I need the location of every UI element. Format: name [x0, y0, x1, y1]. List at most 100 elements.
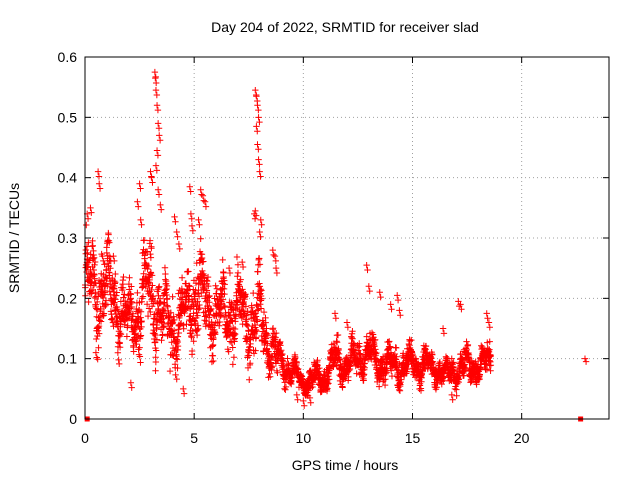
data-point [299, 376, 307, 383]
data-point [188, 347, 196, 355]
data-point [387, 367, 395, 374]
data-point [154, 316, 161, 324]
spike-point [174, 233, 181, 240]
data-point [257, 286, 264, 293]
data-point [241, 311, 249, 319]
data-point [453, 392, 460, 399]
data-point [387, 343, 394, 350]
data-point [164, 295, 171, 302]
data-point [260, 308, 268, 316]
data-point [238, 314, 245, 322]
data-point [91, 261, 98, 269]
spike-point [440, 330, 448, 337]
data-point [158, 337, 165, 344]
data-point [145, 262, 153, 270]
spike-point [137, 216, 144, 224]
data-point [246, 360, 254, 367]
data-point [247, 340, 254, 348]
data-point [90, 254, 98, 261]
spike-point [134, 198, 141, 205]
data-point [378, 358, 386, 365]
data-point [228, 317, 235, 324]
spike-point [189, 227, 197, 234]
data-point [103, 266, 110, 273]
data-point [146, 237, 154, 244]
data-point [163, 282, 171, 290]
spike-point [99, 252, 106, 260]
data-point [239, 286, 246, 293]
spike-point [364, 266, 371, 274]
spike-point [156, 137, 164, 144]
data-point [464, 341, 472, 349]
data-point [95, 344, 102, 352]
data-point [116, 360, 123, 368]
data-point [106, 253, 114, 261]
data-point [243, 332, 250, 340]
data-point [231, 331, 238, 339]
data-point [90, 251, 97, 259]
data-point [147, 250, 154, 258]
data-point [225, 323, 232, 330]
x-tick-label: 20 [514, 430, 530, 446]
grid-lines [85, 57, 609, 419]
spike-point [173, 228, 180, 236]
data-point [406, 337, 413, 345]
spike-point [84, 215, 92, 222]
data-point [450, 359, 457, 366]
data-point [455, 376, 462, 383]
data-point [333, 339, 341, 346]
spike-point [252, 207, 259, 215]
spike-point [153, 102, 161, 109]
data-point [107, 265, 114, 272]
data-point [204, 302, 211, 310]
spike-point [154, 106, 162, 114]
data-point [119, 276, 127, 284]
data-point [101, 289, 109, 296]
data-point [211, 329, 219, 337]
spike-point [344, 324, 352, 331]
data-point [134, 289, 141, 297]
data-point [209, 341, 217, 349]
data-point [243, 321, 251, 329]
data-point [136, 353, 144, 360]
y-tick-label: 0.3 [58, 230, 78, 246]
data-point [127, 291, 135, 298]
data-point [200, 285, 208, 293]
data-point [196, 304, 203, 312]
spike-point [376, 289, 383, 296]
data-point [379, 353, 387, 360]
data-point [136, 344, 143, 351]
data-point [274, 369, 281, 376]
data-point [138, 317, 145, 325]
data-point [89, 242, 97, 249]
chart-title: Day 204 of 2022, SRMTID for receiver sla… [211, 19, 479, 35]
spike-point [396, 307, 403, 314]
data-point [120, 294, 127, 301]
data-point [285, 360, 292, 368]
spike-point [153, 147, 161, 154]
spike-point [255, 114, 262, 121]
data-point [229, 344, 236, 351]
data-point [269, 325, 277, 332]
data-point [112, 270, 119, 278]
data-point [355, 347, 362, 354]
spike-point [199, 192, 207, 199]
data-point [174, 364, 181, 372]
data-point [107, 281, 114, 288]
data-point [487, 362, 495, 369]
data-point [106, 239, 113, 246]
data-point [326, 376, 333, 383]
spike-point [151, 68, 159, 76]
data-point [272, 334, 279, 341]
data-point [242, 303, 250, 310]
data-point [107, 308, 115, 315]
data-point [257, 292, 265, 300]
spike-point [273, 269, 281, 277]
data-point [89, 243, 96, 250]
data-point [232, 313, 240, 320]
data-point [342, 355, 349, 362]
data-point [428, 359, 435, 367]
spike-point [256, 168, 263, 175]
spike-point [253, 93, 260, 100]
data-point [95, 322, 103, 330]
